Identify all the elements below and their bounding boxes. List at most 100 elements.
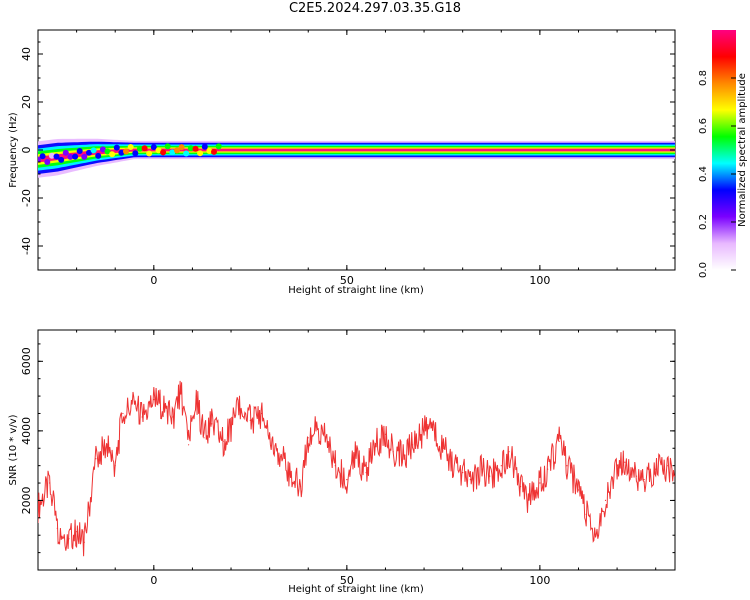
snr-data-point [597, 534, 599, 536]
spectrogram-blob [104, 148, 111, 155]
snr-data-point [547, 468, 549, 470]
snr-data-point [299, 485, 302, 488]
spectrogram-blob [197, 150, 204, 157]
chart-title: C2E5.2024.297.03.35.G18 [288, 1, 462, 16]
spectrogram-blob [160, 149, 167, 156]
snr-data-point [315, 430, 317, 432]
snr-data-point [462, 472, 464, 474]
spectrogram-blob [155, 147, 162, 154]
snr-data-point [238, 405, 240, 408]
spectrogram-blob [62, 149, 69, 156]
snr-data-point [411, 444, 414, 446]
snr-data-point [195, 395, 197, 397]
spectrogram-xtick-label: 50 [340, 274, 354, 287]
snr-data-point [450, 461, 452, 463]
snr-data-point [68, 538, 70, 540]
snr-data-point [164, 405, 166, 408]
snr-data-point [520, 485, 522, 488]
spectrogram-blob [123, 148, 129, 155]
spectrogram-blob [95, 152, 102, 159]
snr-data-point [392, 451, 394, 453]
snr-data-point [643, 479, 645, 481]
snr-data-point [365, 472, 367, 474]
colorbar-tick-label: 0.6 [698, 118, 709, 134]
snr-data-point [153, 399, 155, 401]
snr-data-point [230, 426, 232, 428]
spectrogram-blob [211, 148, 217, 155]
snr-data-point [585, 513, 587, 515]
snr-data-point [261, 412, 263, 415]
snr-data-point [326, 440, 329, 442]
snr-data-point [354, 454, 356, 456]
spectrogram-blob [109, 151, 116, 158]
spectrogram-blob [146, 150, 153, 157]
spectrogram-blob [99, 146, 106, 153]
spectrogram-ytick-label: 0 [20, 147, 33, 154]
snr-data-point [56, 527, 58, 529]
spectrogram-blob [174, 147, 180, 154]
snr-xtick-label: 0 [150, 574, 157, 587]
snr-data-point [442, 447, 444, 449]
snr-data-point [172, 416, 174, 418]
spectrogram-blob [113, 144, 120, 151]
snr-data-point [188, 444, 190, 446]
snr-data-point [83, 541, 85, 543]
colorbar-gradient [712, 30, 736, 270]
spectrogram-blob [183, 150, 190, 157]
snr-data-point [373, 444, 375, 446]
colorbar-label: Normalized spectral amplitude [737, 73, 748, 227]
spectrogram-blob [39, 153, 46, 160]
snr-data-point [180, 388, 182, 390]
spectrogram-band [38, 148, 675, 163]
snr-data-point [141, 416, 143, 418]
snr-data-point [211, 423, 213, 425]
spectrogram-blob [192, 145, 199, 152]
snr-xtick-label: 50 [340, 574, 354, 587]
snr-data-point [269, 433, 271, 435]
spectrogram-blob [150, 144, 157, 151]
snr-data-point [539, 482, 541, 484]
snr-data-point [95, 458, 97, 460]
snr-data-point [133, 402, 136, 404]
spectrogram-blob [44, 159, 51, 165]
spectrogram-blob [127, 144, 134, 150]
snr-data-point [666, 465, 668, 467]
snr-data-point [384, 433, 387, 435]
spectrogram-axes: 0 50 100 -40 -20 0 20 40 [20, 29, 675, 287]
spectrogram-blob [215, 143, 222, 150]
snr-data-point [346, 479, 348, 481]
snr-data-point [527, 499, 529, 501]
spectrogram-band [38, 147, 675, 165]
snr-data-point [280, 454, 282, 456]
snr-line-layer [38, 380, 675, 557]
snr-data-point [566, 465, 568, 467]
spectrogram-blob [141, 145, 148, 152]
spectrogram-blob [136, 145, 143, 152]
spectrogram-blob [178, 144, 185, 151]
snr-data-point [76, 531, 78, 533]
snr-data-point [500, 465, 502, 467]
snr-ylabel: SNR (10 * v/v) [8, 414, 19, 485]
spectrogram-blob [201, 143, 208, 150]
spectrogram-blob [72, 153, 79, 160]
spectrogram-blob [53, 153, 60, 160]
snr-data-point [577, 489, 580, 491]
snr-ytick-label: 6000 [20, 347, 33, 375]
snr-series-line [38, 380, 675, 557]
snr-axes: 0 50 100 2000 4000 6000 [20, 330, 675, 587]
snr-data-point [624, 461, 626, 463]
snr-ytick-label: 4000 [20, 417, 33, 445]
spectrogram-xlabel: Height of straight line (km) [288, 285, 424, 296]
spectrogram-blob [164, 143, 171, 150]
colorbar-tick-label: 0.8 [698, 70, 709, 86]
spectrogram-ylabel: Frequency (Hz) [8, 112, 19, 188]
snr-data-point [288, 472, 290, 474]
spectrogram-ytick-label: -20 [20, 189, 33, 207]
snr-data-point [431, 426, 433, 428]
spectrogram-blob [86, 149, 92, 156]
spectrogram-xtick-label: 0 [150, 274, 157, 287]
snr-data-point [49, 482, 51, 484]
snr-data-point [655, 468, 657, 470]
spectrogram-panel: 0 50 100 -40 -20 0 20 40 Height of straight lin… [8, 29, 676, 296]
